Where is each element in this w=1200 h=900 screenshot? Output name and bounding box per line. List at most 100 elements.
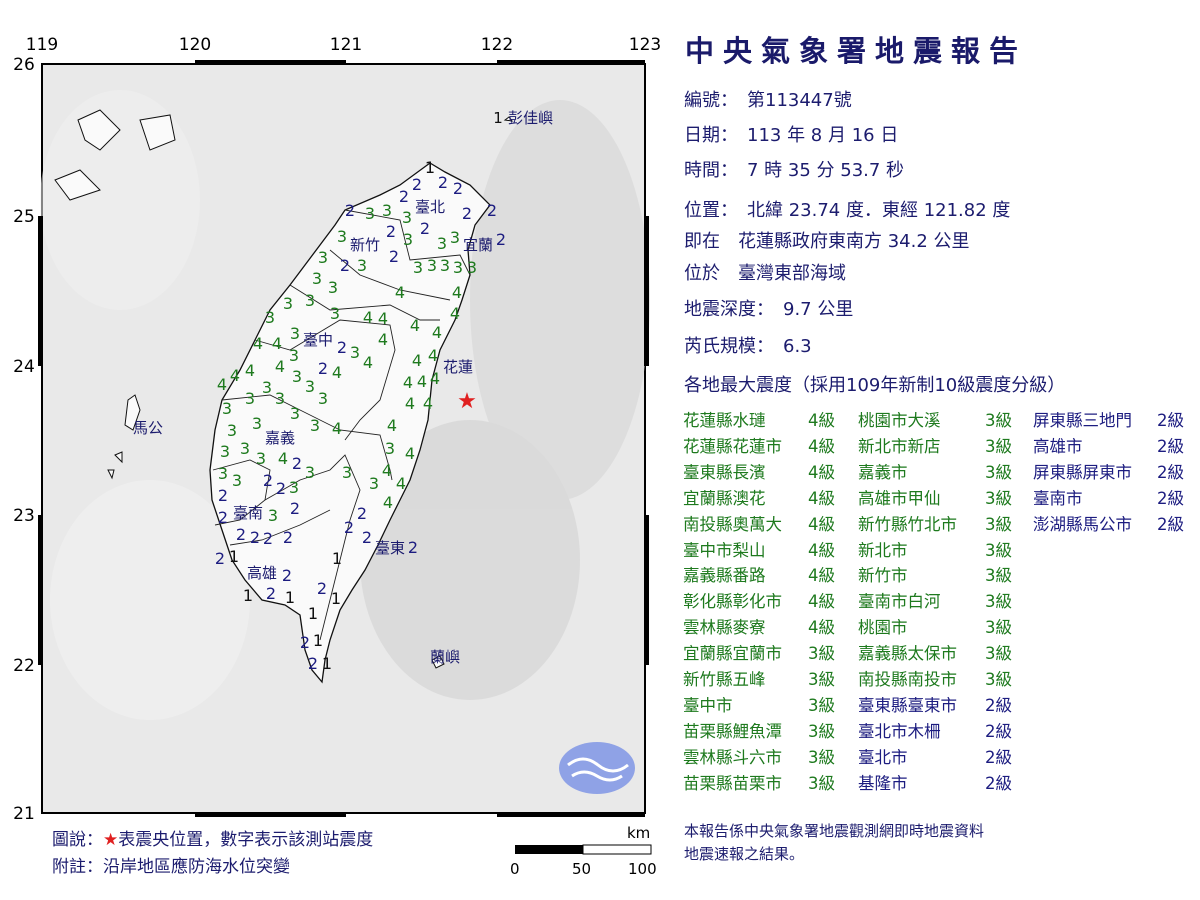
station-intensity-4: 4: [410, 316, 420, 335]
station-intensity-3: 3: [312, 269, 322, 288]
station-intensity-2: 2: [345, 201, 355, 220]
lon-tick-label: 121: [330, 35, 362, 55]
intensity-level: 3級: [985, 670, 1012, 689]
station-intensity-4: 4: [423, 394, 433, 413]
report-footer-2: 地震速報之結果。: [684, 845, 805, 863]
station-intensity-2: 2: [438, 173, 448, 192]
station-intensity-4: 4: [230, 366, 240, 385]
intensity-station-name: 臺南市白河: [858, 592, 941, 612]
station-intensity-2: 2: [420, 219, 430, 238]
station-intensity-2: 2: [344, 518, 354, 537]
intensity-station-name: 雲林縣麥寮: [683, 618, 766, 638]
intensity-level: 4級: [808, 436, 835, 456]
station-intensity-3: 3: [245, 389, 255, 408]
station-intensity-2: 2: [218, 486, 228, 505]
intensity-level: 2級: [1157, 436, 1184, 456]
place-label: 彭佳嶼: [508, 109, 553, 127]
station-intensity-3: 3: [385, 439, 395, 458]
station-intensity-4: 4: [428, 346, 438, 365]
intensity-station-name: 南投縣南投市: [858, 670, 957, 689]
station-intensity-4: 4: [275, 357, 285, 376]
intensity-station-name: 臺東縣臺東市: [858, 695, 957, 715]
station-intensity-2: 2: [218, 508, 228, 527]
scale-bar: [515, 844, 652, 855]
station-intensity-3: 3: [268, 506, 278, 525]
intensity-level: 3級: [985, 514, 1012, 534]
lat-tick-label: 22: [13, 656, 35, 676]
station-intensity-2: 2: [317, 579, 327, 598]
intensity-station-name: 基隆市: [858, 773, 908, 793]
station-intensity-2: 2: [263, 529, 273, 548]
place-label: 嘉義: [265, 429, 295, 447]
intensity-level: 2級: [1157, 514, 1184, 534]
station-intensity-3: 3: [290, 404, 300, 423]
intensity-station-name: 新北市: [858, 540, 908, 560]
station-intensity-3: 3: [283, 294, 293, 313]
station-intensity-3: 3: [318, 248, 328, 267]
station-intensity-3: 3: [467, 258, 477, 277]
intensity-level: 2級: [1157, 411, 1184, 430]
station-intensity-2: 2: [266, 584, 276, 603]
intensity-level: 2級: [985, 721, 1012, 741]
station-intensity-3: 3: [265, 308, 275, 327]
intensity-station-name: 高雄市甲仙: [858, 488, 941, 508]
intensity-station-name: 嘉義市: [858, 462, 908, 482]
station-intensity-2: 2: [282, 566, 292, 585]
station-intensity-3: 3: [252, 414, 262, 433]
cwa-logo: [559, 742, 635, 794]
station-intensity-2: 2: [308, 654, 318, 673]
station-intensity-4: 4: [332, 419, 342, 438]
station-intensity-4: 4: [403, 373, 413, 392]
place-label: 臺南: [233, 504, 263, 522]
station-intensity-2: 2: [362, 528, 372, 547]
station-intensity-4: 4: [363, 308, 373, 327]
place-label: 宜蘭: [463, 236, 493, 254]
border-bars: [38, 60, 649, 817]
intensity-level: 2級: [985, 773, 1012, 793]
intensity-level: 4級: [808, 540, 835, 560]
station-intensity-2: 2: [399, 187, 409, 206]
intensity-level: 2級: [1157, 488, 1184, 508]
intensity-level: 3級: [985, 411, 1012, 430]
place-label: 新竹: [350, 236, 380, 254]
station-intensity-4: 4: [405, 394, 415, 413]
intensity-level: 3級: [808, 773, 835, 793]
report-relative-location: 即在 花蓮縣政府東南方 34.2 公里: [684, 231, 970, 252]
station-intensity-2: 2: [386, 222, 396, 241]
intensity-level: 3級: [985, 644, 1012, 664]
station-intensity-3: 3: [305, 291, 315, 310]
station-intensity-2: 2: [453, 179, 463, 198]
station-intensity-3: 3: [222, 399, 232, 418]
station-intensity-4: 4: [395, 283, 405, 302]
intensity-station-name: 臺北市木柵: [858, 721, 941, 741]
intensity-station-name: 臺南市: [1033, 488, 1083, 508]
station-intensity-3: 3: [232, 471, 242, 490]
station-intensity-1: 1: [308, 604, 318, 623]
station-intensity-3: 3: [256, 449, 266, 468]
station-intensity-1: 1: [332, 549, 342, 568]
station-intensity-4: 4: [450, 304, 460, 323]
report-depth: 地震深度： 9.7 公里: [684, 299, 854, 320]
station-intensity-3: 3: [369, 474, 379, 493]
intensity-level: 3級: [985, 540, 1012, 560]
intensity-level: 3級: [985, 592, 1012, 612]
station-intensity-3: 3: [382, 201, 392, 220]
station-intensity-2: 2: [487, 201, 497, 220]
station-intensity-4: 4: [272, 334, 282, 353]
station-intensity-3: 3: [318, 389, 328, 408]
intensity-station-name: 苗栗縣鯉魚潭: [683, 721, 782, 741]
station-intensity-2: 2: [412, 175, 422, 194]
intensity-station-name: 澎湖縣馬公市: [1033, 514, 1132, 534]
station-intensity-3: 3: [275, 389, 285, 408]
station-intensity-1: 1: [493, 109, 503, 127]
report-time: 時間： 7 時 35 分 53.7 秒: [684, 160, 905, 181]
station-intensity-4: 4: [412, 351, 422, 370]
station-intensity-3: 3: [305, 463, 315, 482]
intensity-station-name: 宜蘭縣澳花: [683, 488, 766, 508]
station-intensity-1: 1: [313, 631, 323, 650]
intensity-level: 4級: [808, 411, 835, 430]
intensity-station-name: 雲林縣斗六市: [683, 747, 782, 767]
intensity-station-name: 臺北市: [858, 747, 908, 767]
station-intensity-2: 2: [318, 359, 328, 378]
lat-tick-label: 24: [13, 357, 35, 377]
